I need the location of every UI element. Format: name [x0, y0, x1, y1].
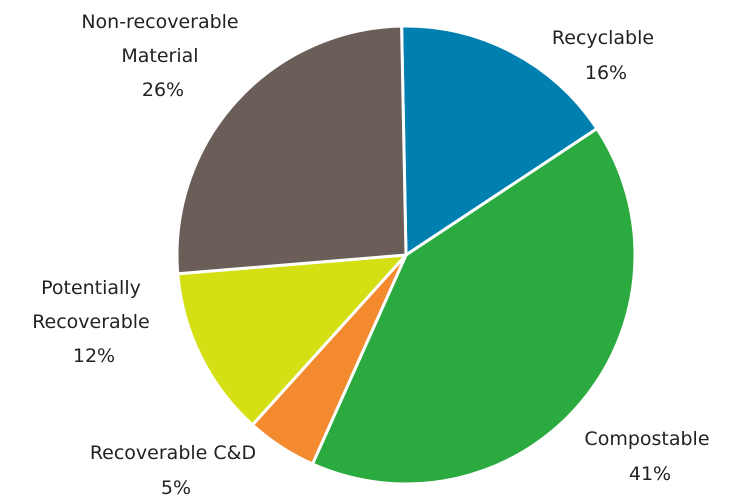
- pie-slices: [175, 24, 637, 486]
- slice-non-recoverable: [175, 24, 408, 276]
- slice-label-recoverable-cd: Recoverable C&D 5%: [90, 442, 262, 499]
- slice-potentially-recoverable: [176, 253, 408, 427]
- pie-labels: Recyclable 16% Compostable 41% Recoverab…: [32, 11, 715, 499]
- slice-label-potentially-recoverable: Potentially Recoverable 12%: [32, 277, 156, 367]
- slice-label-compostable: Compostable 41%: [584, 428, 715, 485]
- slice-label-recyclable: Recyclable 16%: [552, 27, 660, 84]
- slice-label-non-recoverable: Non-recoverable Material 26%: [81, 11, 244, 101]
- slice-compostable: [310, 127, 637, 486]
- slice-recyclable: [400, 24, 599, 257]
